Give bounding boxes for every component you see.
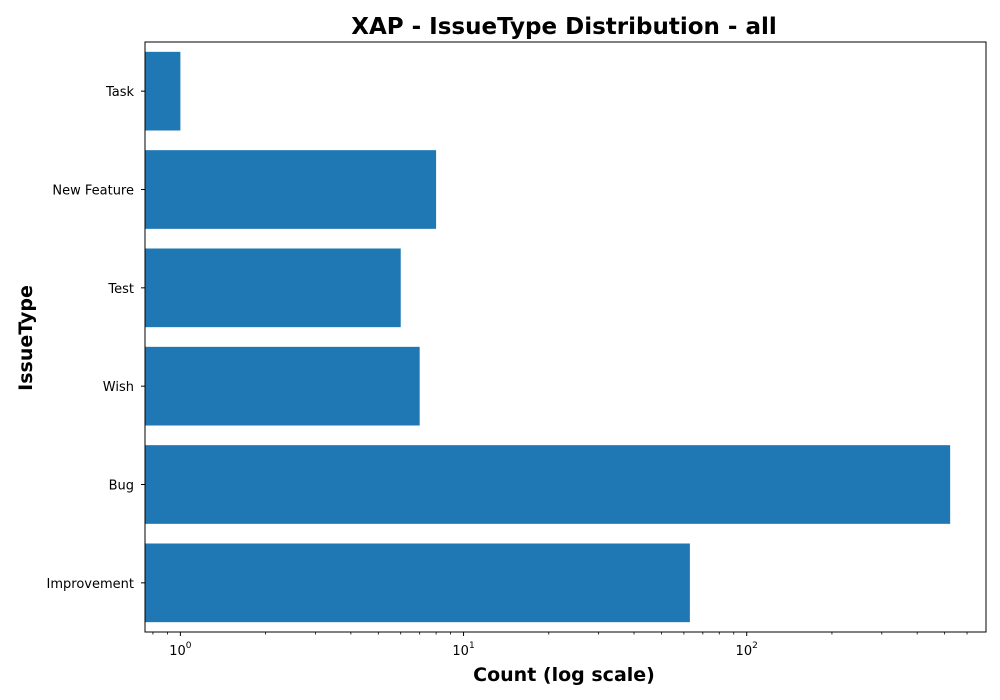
chart-title: XAP - IssueType Distribution - all xyxy=(351,14,777,40)
y-tick-label: Test xyxy=(107,282,134,297)
bar-wish xyxy=(145,346,420,426)
plot-area: Improvement Bug Wish Test New Feature Task 100… xyxy=(47,41,987,659)
bar-test xyxy=(145,248,401,328)
bar-improvement xyxy=(145,543,690,623)
y-tick-label: Bug xyxy=(109,479,134,494)
x-tick-label: 101 xyxy=(452,641,474,659)
y-tick-label: New Feature xyxy=(52,184,134,199)
plot-frame xyxy=(144,41,987,633)
x-tick-label: 100 xyxy=(169,641,192,659)
y-axis-label: IssueType xyxy=(15,285,37,391)
y-tick-label: Task xyxy=(105,85,135,100)
bar-new-feature xyxy=(145,150,437,229)
y-tick-label: Wish xyxy=(103,380,134,395)
x-tick-label: 102 xyxy=(736,641,758,659)
x-axis-label: Count (log scale) xyxy=(473,664,655,686)
y-tick-label: Improvement xyxy=(47,577,134,592)
bar-bug xyxy=(145,445,951,524)
bar-task xyxy=(145,51,181,131)
